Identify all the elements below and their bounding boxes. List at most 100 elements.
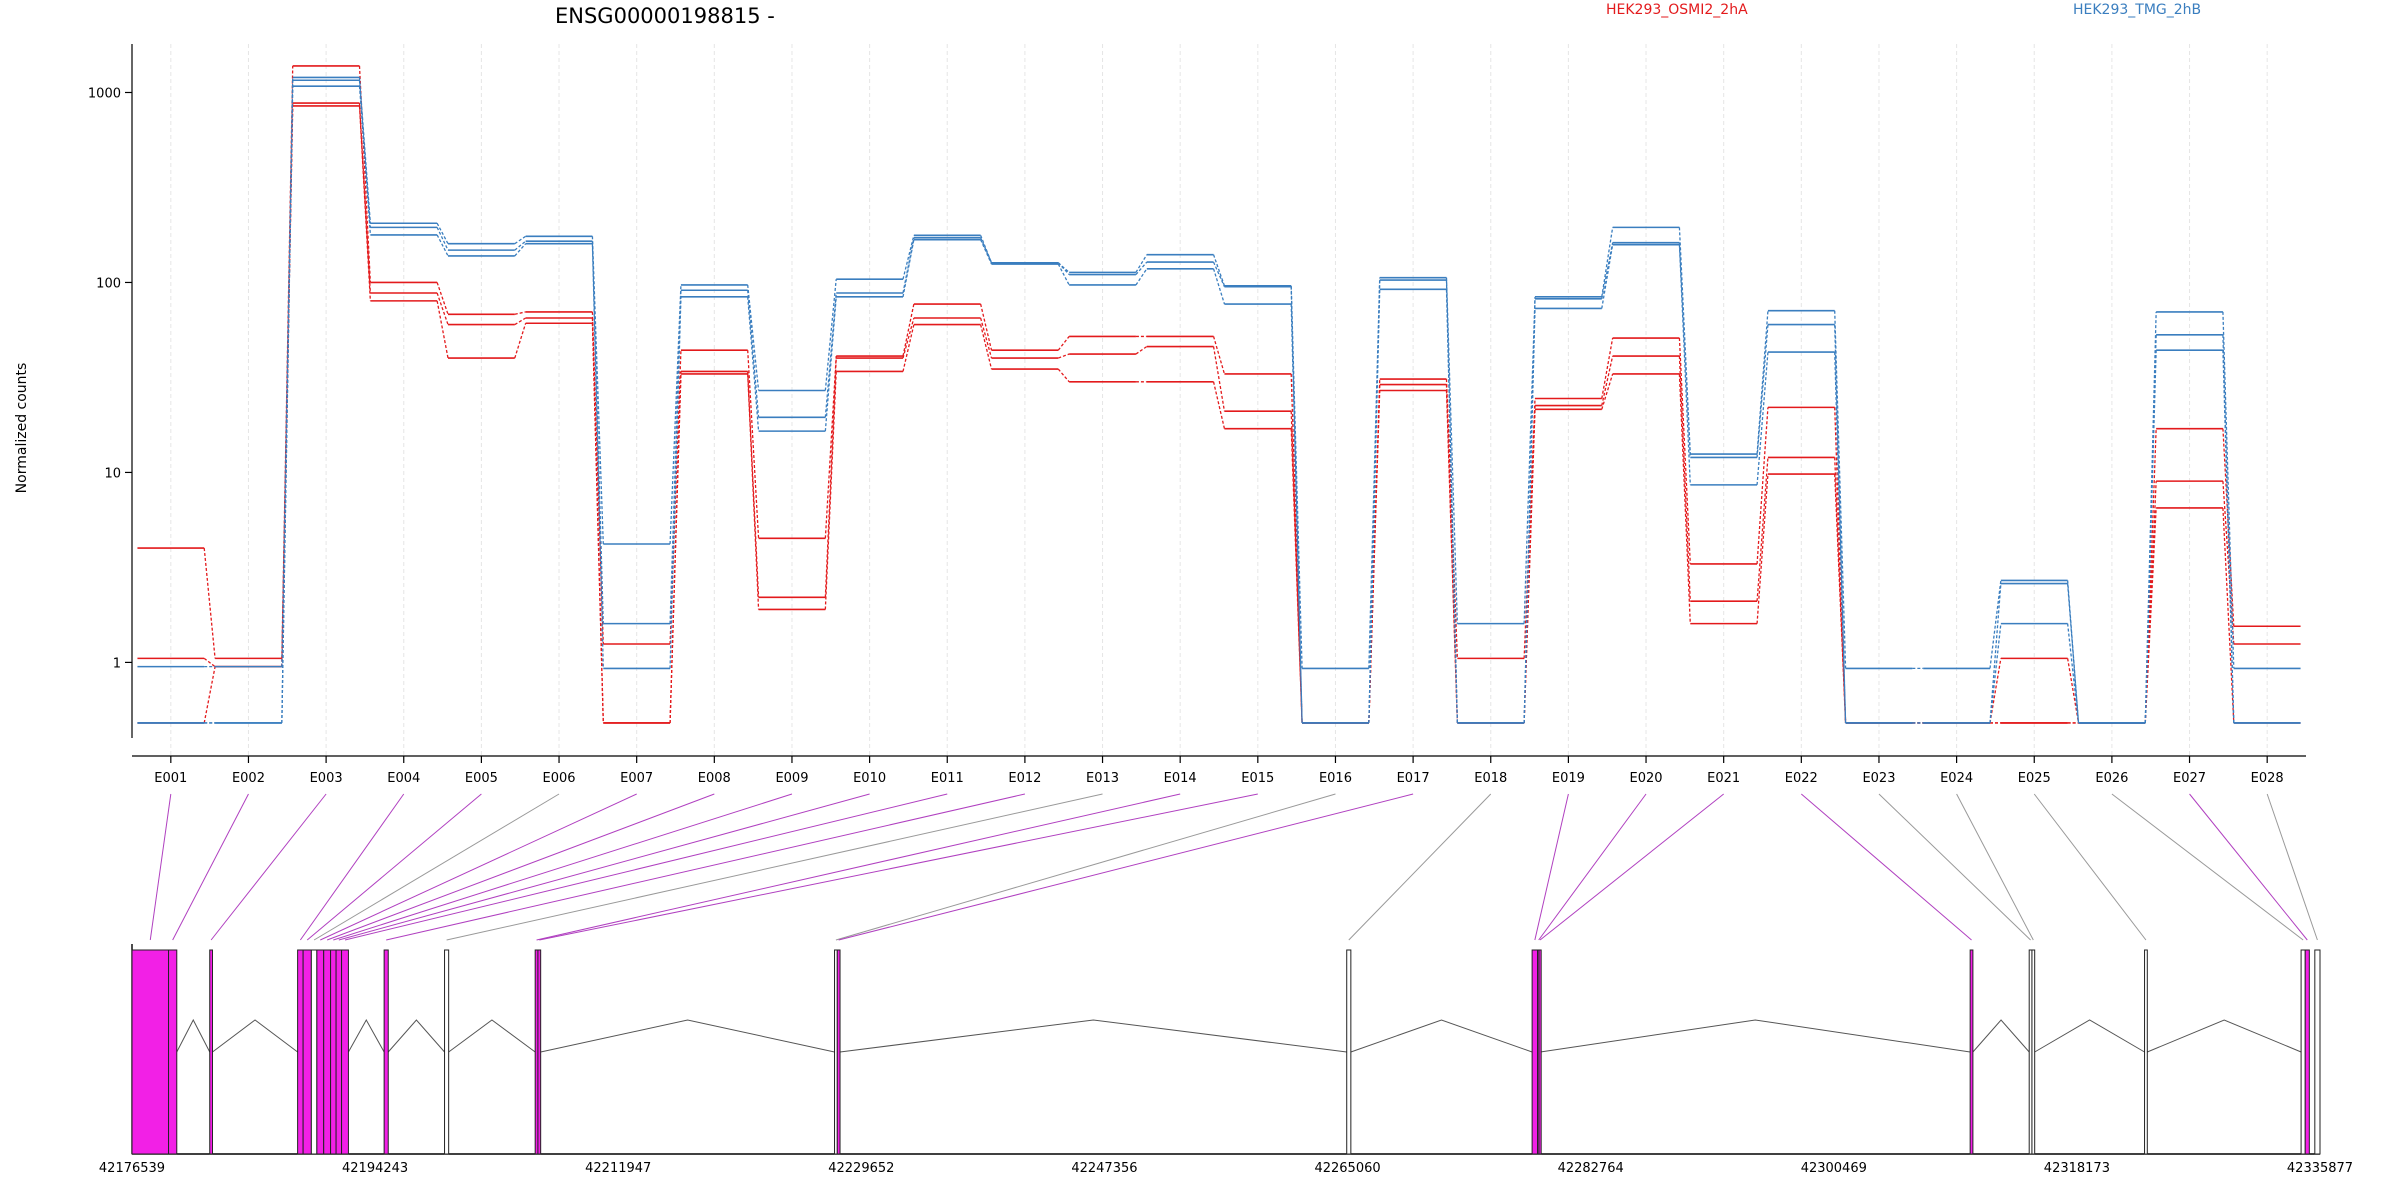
series-connector bbox=[1058, 353, 1070, 359]
chart-title: ENSG00000198815 - bbox=[555, 4, 775, 28]
series-connector bbox=[203, 657, 216, 668]
intron-line bbox=[387, 1019, 445, 1053]
series-connector bbox=[747, 373, 760, 610]
series-connector bbox=[1057, 263, 1070, 286]
x-tick-label: E008 bbox=[698, 771, 731, 786]
exon-E007 bbox=[316, 949, 325, 1155]
series-connector bbox=[1057, 336, 1070, 351]
exon-E001 bbox=[131, 949, 170, 1155]
series-connector bbox=[669, 373, 682, 723]
x-tick-label: E018 bbox=[1474, 771, 1507, 786]
series-connector bbox=[436, 227, 449, 251]
genome-tick-label: 42247356 bbox=[1071, 1161, 1137, 1176]
exon-E002 bbox=[168, 949, 178, 1155]
series-5 bbox=[137, 85, 2301, 724]
x-tick-label: E022 bbox=[1785, 771, 1818, 786]
x-tick-label: E014 bbox=[1164, 771, 1197, 786]
series-connector bbox=[1834, 324, 1847, 723]
series-connector bbox=[358, 105, 372, 301]
exon-E011 bbox=[341, 949, 349, 1155]
series-connector bbox=[1601, 337, 1614, 399]
intron-line bbox=[839, 1019, 1347, 1053]
exon-link bbox=[320, 793, 637, 941]
genome-tick-label: 42211947 bbox=[585, 1161, 651, 1176]
x-tick-label: E006 bbox=[543, 771, 576, 786]
series-connector bbox=[1834, 407, 1847, 723]
y-tick-label: 100 bbox=[96, 276, 121, 291]
x-tick-label: E027 bbox=[2173, 771, 2206, 786]
series-connector bbox=[2222, 428, 2235, 627]
x-tick-label: E023 bbox=[1862, 771, 1895, 786]
exon-link bbox=[386, 793, 1026, 941]
exon-link bbox=[1800, 793, 1972, 941]
exon-E010 bbox=[335, 949, 343, 1155]
series-connector bbox=[1212, 261, 1226, 287]
series-1 bbox=[137, 65, 2301, 724]
exon-link bbox=[210, 793, 327, 941]
x-tick-label: E015 bbox=[1241, 771, 1274, 786]
series-connector bbox=[747, 290, 760, 418]
series-connector bbox=[1523, 308, 1536, 723]
x-tick-label: E010 bbox=[853, 771, 886, 786]
x-tick-label: E013 bbox=[1086, 771, 1119, 786]
series-connector bbox=[980, 239, 993, 265]
series-connector bbox=[1368, 289, 1381, 723]
exon-link bbox=[172, 793, 249, 941]
exon-E017 bbox=[836, 949, 841, 1155]
series-connector bbox=[1212, 336, 1226, 375]
x-tick-label: E026 bbox=[2095, 771, 2128, 786]
x-tick-label: E020 bbox=[1630, 771, 1663, 786]
series-connector bbox=[591, 241, 604, 624]
intron-line bbox=[448, 1019, 536, 1053]
series-connector bbox=[203, 547, 216, 659]
series-connector bbox=[436, 234, 449, 257]
series-connector bbox=[1057, 368, 1070, 383]
intron-line bbox=[1972, 1019, 2030, 1053]
series-connector bbox=[1756, 324, 1769, 458]
series-connector bbox=[358, 80, 372, 235]
series-connector bbox=[1756, 310, 1769, 455]
series-connector bbox=[1756, 457, 1769, 602]
genome-tick-label: 42300469 bbox=[1801, 1161, 1867, 1176]
series-connector bbox=[1678, 355, 1691, 602]
series-connector bbox=[2066, 658, 2080, 724]
series-connector bbox=[203, 666, 216, 724]
exon-E012 bbox=[383, 949, 389, 1155]
series-connector bbox=[1989, 623, 2002, 724]
series-connector bbox=[514, 311, 526, 315]
series-connector bbox=[1135, 254, 1148, 273]
series-connector bbox=[591, 243, 604, 669]
x-tick-label: E028 bbox=[2251, 771, 2284, 786]
series-connector bbox=[1135, 261, 1148, 276]
exon-E004 bbox=[297, 949, 304, 1155]
series-connector bbox=[514, 240, 527, 251]
exon-E015 bbox=[537, 949, 542, 1155]
intron-line bbox=[2034, 1019, 2145, 1053]
series-connector bbox=[1678, 337, 1691, 564]
exon-link bbox=[1956, 793, 2034, 941]
x-tick-label: E024 bbox=[1940, 771, 1973, 786]
series-connector bbox=[980, 303, 993, 351]
series-connector bbox=[669, 290, 682, 624]
series-connector bbox=[1290, 411, 1303, 723]
exon-link bbox=[838, 793, 1414, 941]
intron-line bbox=[2147, 1019, 2302, 1053]
exon-link bbox=[536, 793, 1181, 941]
intron-line bbox=[176, 1018, 211, 1053]
x-tick-label: E011 bbox=[931, 771, 964, 786]
series-connector bbox=[514, 235, 527, 245]
series-connector bbox=[669, 296, 682, 669]
grid-layer bbox=[170, 44, 2268, 756]
series-connector bbox=[980, 317, 993, 359]
x-tick-label: E025 bbox=[2018, 771, 2051, 786]
genome-tick-label: 42176539 bbox=[99, 1161, 165, 1176]
exon-E027 bbox=[2304, 949, 2310, 1155]
series-connector bbox=[1601, 355, 1614, 406]
exon-link bbox=[2266, 793, 2318, 941]
series-connector bbox=[902, 324, 915, 372]
intron-line bbox=[1350, 1019, 1533, 1053]
genome-tick-label: 42265060 bbox=[1314, 1161, 1380, 1176]
exon-E018 bbox=[1346, 949, 1352, 1155]
series-connector bbox=[1212, 346, 1226, 412]
exon-link bbox=[2189, 793, 2308, 941]
